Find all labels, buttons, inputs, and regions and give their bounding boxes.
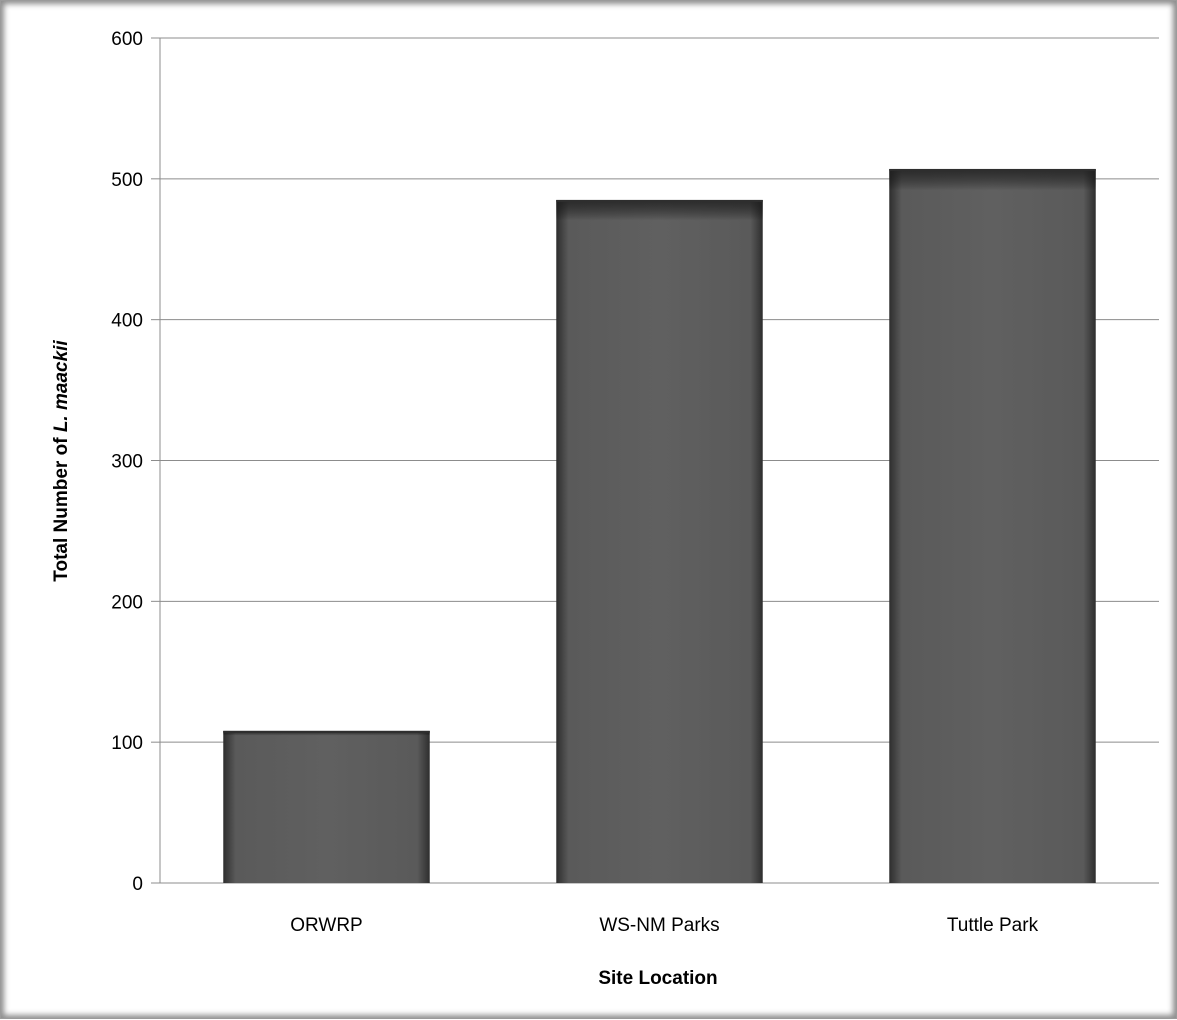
bar-top-shade [556,199,763,884]
y-axis-title-species: L. maackii [51,340,72,433]
bar-top-edge [223,730,430,733]
bar-top-shade [889,168,1096,884]
x-tick-label: WS-NM Parks [599,915,719,936]
bar-top-edge [889,168,1096,171]
y-tick-label: 500 [111,170,143,191]
bars [223,168,1096,884]
x-tick-label: ORWRP [290,915,362,936]
bar-top-shade [223,730,430,883]
bar-orwrp [223,730,430,883]
y-tick-label: 300 [111,452,143,473]
bar-tuttle-park [889,168,1096,884]
y-tick-label: 200 [111,592,143,613]
y-tick-label: 100 [111,733,143,754]
y-axis-title-text: Total Number of [51,432,72,582]
y-tick-label: 600 [111,29,143,50]
x-tick-label: Tuttle Park [947,915,1039,936]
y-axis-title: Total Number of L. maackii [51,340,72,582]
y-tick-label: 0 [132,874,143,895]
bar-ws-nm-parks [556,199,763,884]
y-tick-label: 400 [111,311,143,332]
bar-top-edge [556,199,763,202]
x-tick-labels: ORWRP WS-NM Parks Tuttle Park [290,915,1038,936]
x-axis-title: Site Location [598,968,717,989]
y-tick-labels: 0 100 200 300 400 500 600 [111,29,143,895]
